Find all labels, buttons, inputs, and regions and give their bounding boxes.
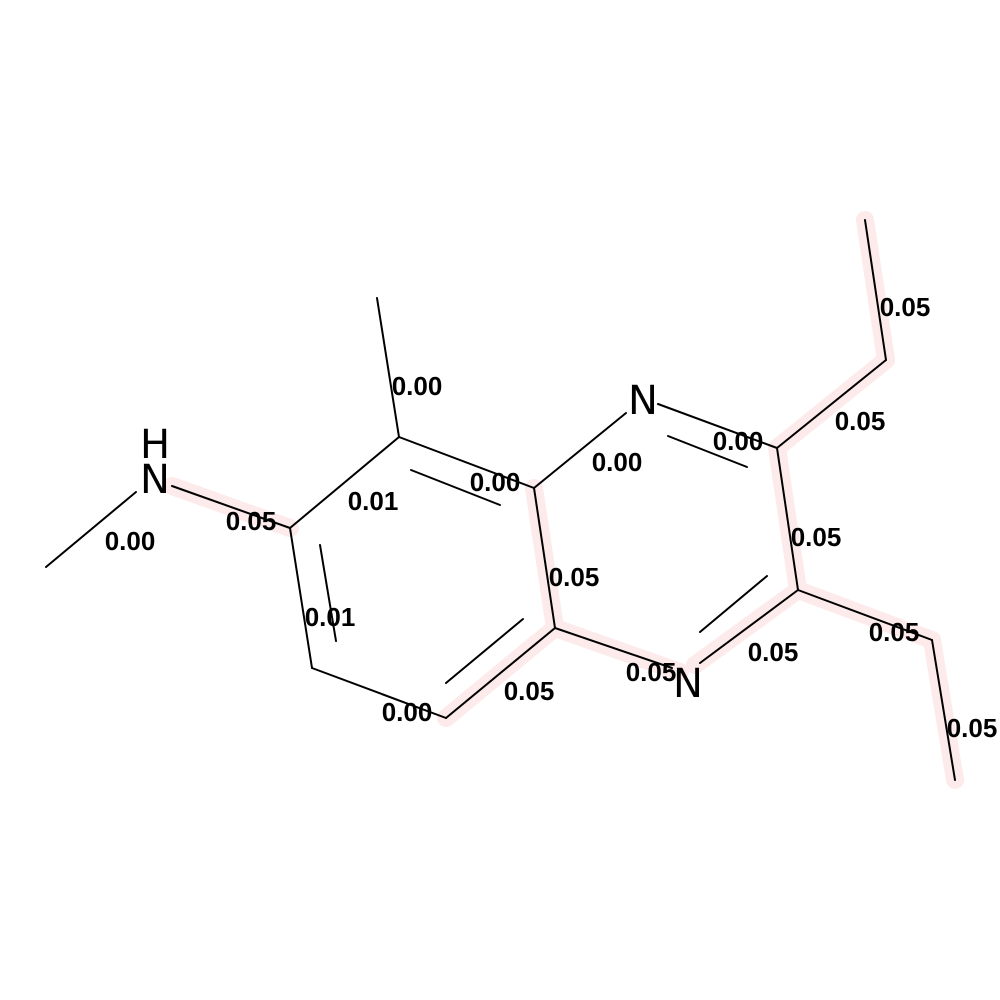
bond-c7-methyl: [376, 297, 400, 438]
bond-methyl-nh: [45, 491, 137, 568]
bond-c4a-c4-inner: [445, 618, 524, 684]
bond-c6-c7: [289, 436, 400, 529]
bond-n4-c4a: [554, 627, 673, 669]
bond-c4a-c4: [445, 627, 556, 719]
weight-ethyl-top-end: 0.05: [880, 292, 931, 322]
weight-n4-c4a: 0.05: [626, 657, 677, 687]
weight-c8-c8a: 0.00: [470, 467, 521, 497]
bond-c4a-c8a: [533, 487, 556, 629]
bond-c5-c6: [289, 527, 313, 669]
weight-c5-c6: 0.01: [305, 602, 356, 632]
weight-c6-c7: 0.01: [348, 486, 399, 516]
weight-methyl-nh: 0.00: [105, 526, 156, 556]
bond-n1-c2: [657, 403, 778, 449]
weight-c3-ethyl: 0.05: [869, 617, 920, 647]
bond-nh-c6: [171, 485, 291, 529]
weight-c2-ethyl: 0.05: [835, 406, 886, 436]
bond-c3-n4: [699, 589, 799, 664]
atom-labels: H N N N: [140, 378, 703, 707]
bond-c5-c6-inner: [319, 544, 337, 642]
bond-c3-ethyl: [797, 589, 933, 641]
weight-c4-c5: 0.00: [382, 697, 433, 727]
weight-nh-c6: 0.05: [226, 506, 277, 536]
bond-ethyl-top-end: [864, 219, 887, 361]
bond-c3-n4-inner: [699, 575, 768, 633]
weight-c7-methyl: 0.00: [392, 371, 443, 401]
bond-c7-c8a: [398, 436, 535, 489]
bond-ethyl-bottom-end: [931, 639, 956, 781]
bond-n1-c2-inner: [667, 435, 748, 468]
weight-c3-n4: 0.05: [748, 637, 799, 667]
weight-n1-c2: 0.00: [713, 426, 764, 456]
bond-c2-ethyl: [776, 359, 887, 449]
bond-c4-c5: [311, 667, 447, 719]
bond-c7-c8a-inner: [410, 469, 501, 506]
n-bottom-label: N: [673, 661, 703, 707]
weight-ethyl-bottom-end: 0.05: [947, 713, 998, 743]
weight-c2-c3: 0.05: [791, 522, 842, 552]
nh-n-label: N: [140, 457, 170, 503]
bond-c8a-n1: [533, 412, 627, 489]
bonds: [45, 219, 956, 781]
nh-h-label: H: [140, 422, 170, 468]
weight-c4a-c4: 0.05: [504, 676, 555, 706]
n-top-label: N: [628, 378, 658, 424]
bond-c2-c3: [776, 447, 799, 591]
weight-c4a-c8a: 0.05: [549, 562, 600, 592]
weight-c8a-n1: 0.00: [592, 447, 643, 477]
bond-weight-labels: 0.00 0.05 0.01 0.00 0.01 0.00 0.05 0.00 …: [105, 292, 998, 743]
